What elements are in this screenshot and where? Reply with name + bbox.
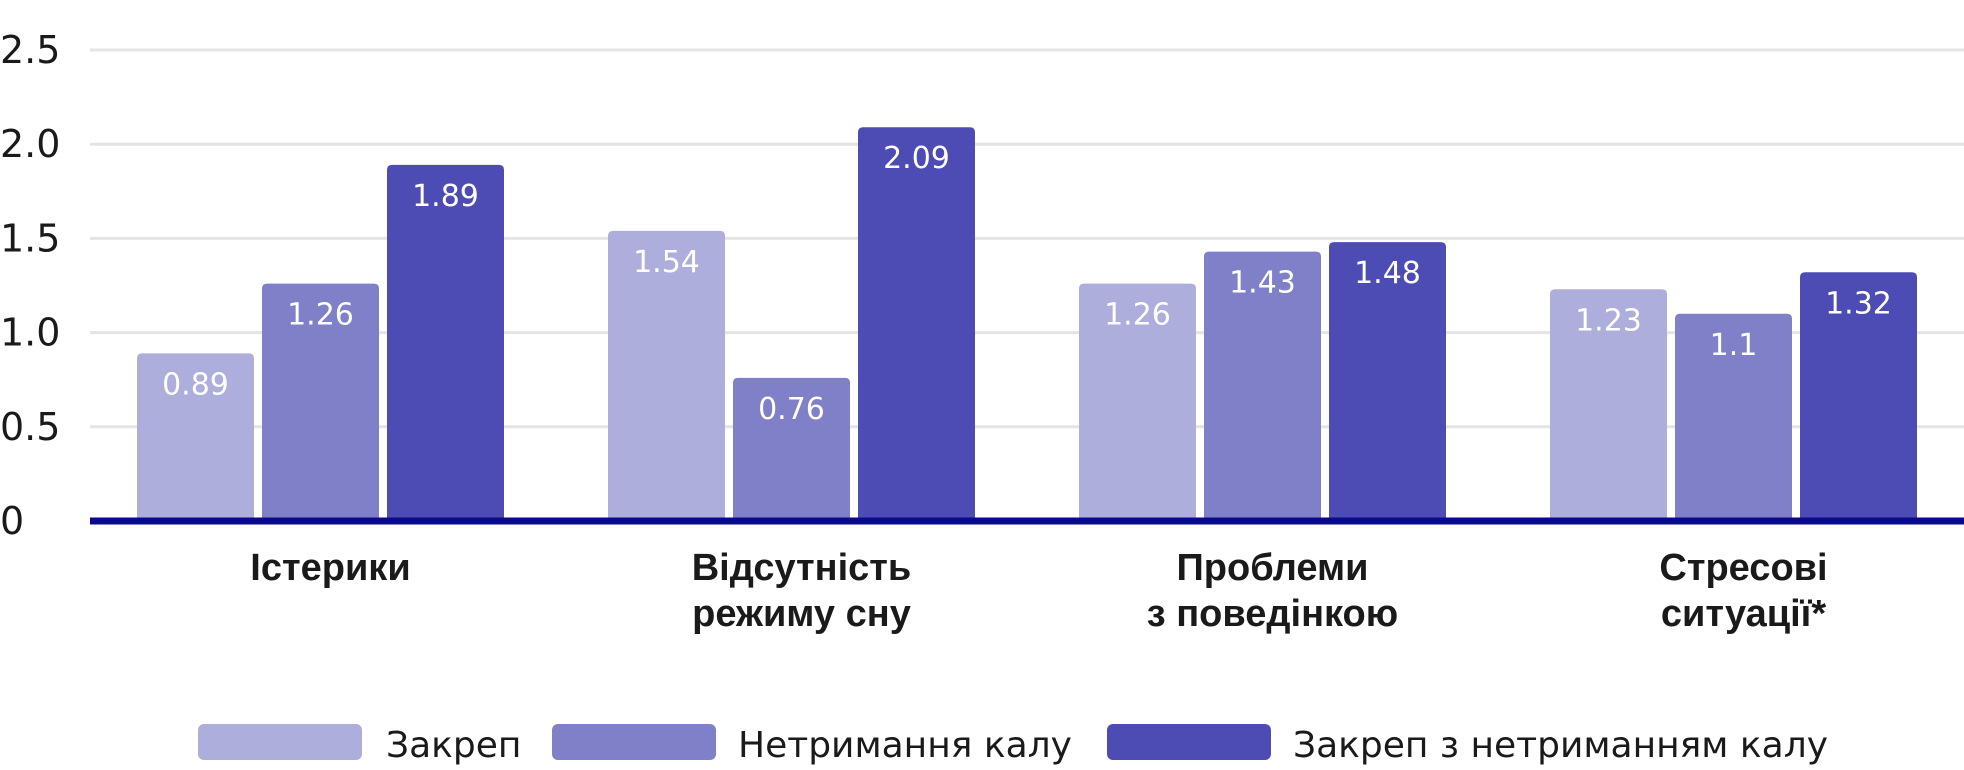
legend-swatch bbox=[1107, 724, 1271, 760]
bar-value-label: 1.1 bbox=[1710, 328, 1758, 363]
legend: Закреп Нетримання калу Закреп з нетримання… bbox=[198, 724, 1828, 766]
category-label: Відсутність режиму сну bbox=[692, 547, 912, 635]
y-tick-label: 2.0 bbox=[0, 122, 60, 166]
legend-label: Нетримання калу bbox=[738, 725, 1072, 766]
legend-swatch bbox=[198, 724, 362, 760]
legend-label: Закреп bbox=[386, 725, 521, 766]
category-labels: Істерики Відсутність режиму сну Проблеми з п… bbox=[250, 547, 1827, 635]
bar bbox=[262, 283, 379, 521]
legend-swatch bbox=[552, 724, 716, 760]
bar bbox=[1550, 289, 1667, 521]
bar bbox=[858, 127, 975, 521]
bar-value-label: 1.26 bbox=[287, 298, 354, 333]
bar-value-label: 1.43 bbox=[1229, 266, 1296, 301]
bar-value-label: 1.23 bbox=[1575, 303, 1642, 338]
y-tick-label: 0 bbox=[0, 499, 24, 543]
bar-value-label: 2.09 bbox=[883, 141, 950, 176]
bar bbox=[137, 353, 254, 521]
bar bbox=[1204, 251, 1321, 521]
bar-value-label: 0.76 bbox=[758, 392, 825, 427]
y-tick-label: 2.5 bbox=[0, 28, 60, 72]
bar-value-label: 1.32 bbox=[1825, 286, 1892, 321]
legend-label: Закреп з нетриманням калу bbox=[1293, 725, 1828, 766]
bar-value-label: 1.54 bbox=[633, 245, 700, 280]
bar-value-label: 1.26 bbox=[1104, 298, 1171, 333]
bar bbox=[1675, 313, 1792, 521]
y-axis-ticks: 0 0.5 1.0 1.5 2.0 2.5 bbox=[0, 28, 60, 543]
y-tick-label: 1.5 bbox=[0, 216, 60, 260]
category-label: Стресові ситуації* bbox=[1659, 547, 1827, 635]
category-label: Істерики bbox=[250, 547, 410, 589]
y-tick-label: 0.5 bbox=[0, 405, 60, 449]
bar bbox=[1329, 242, 1446, 521]
bar bbox=[1800, 272, 1917, 521]
bar-value-label: 0.89 bbox=[162, 367, 229, 402]
bar bbox=[1079, 283, 1196, 521]
data-labels: 0.89 1.26 1.89 1.54 0.76 2.09 1.26 1.43 1.48 1.23… bbox=[162, 141, 1892, 427]
bar bbox=[608, 230, 725, 521]
bar-value-label: 1.48 bbox=[1354, 256, 1421, 291]
bars bbox=[137, 127, 1917, 521]
bar bbox=[387, 164, 504, 521]
bar bbox=[733, 377, 850, 521]
y-tick-label: 1.0 bbox=[0, 311, 60, 355]
category-label: Проблеми з поведінкою bbox=[1147, 547, 1398, 635]
bar-value-label: 1.89 bbox=[412, 179, 479, 214]
